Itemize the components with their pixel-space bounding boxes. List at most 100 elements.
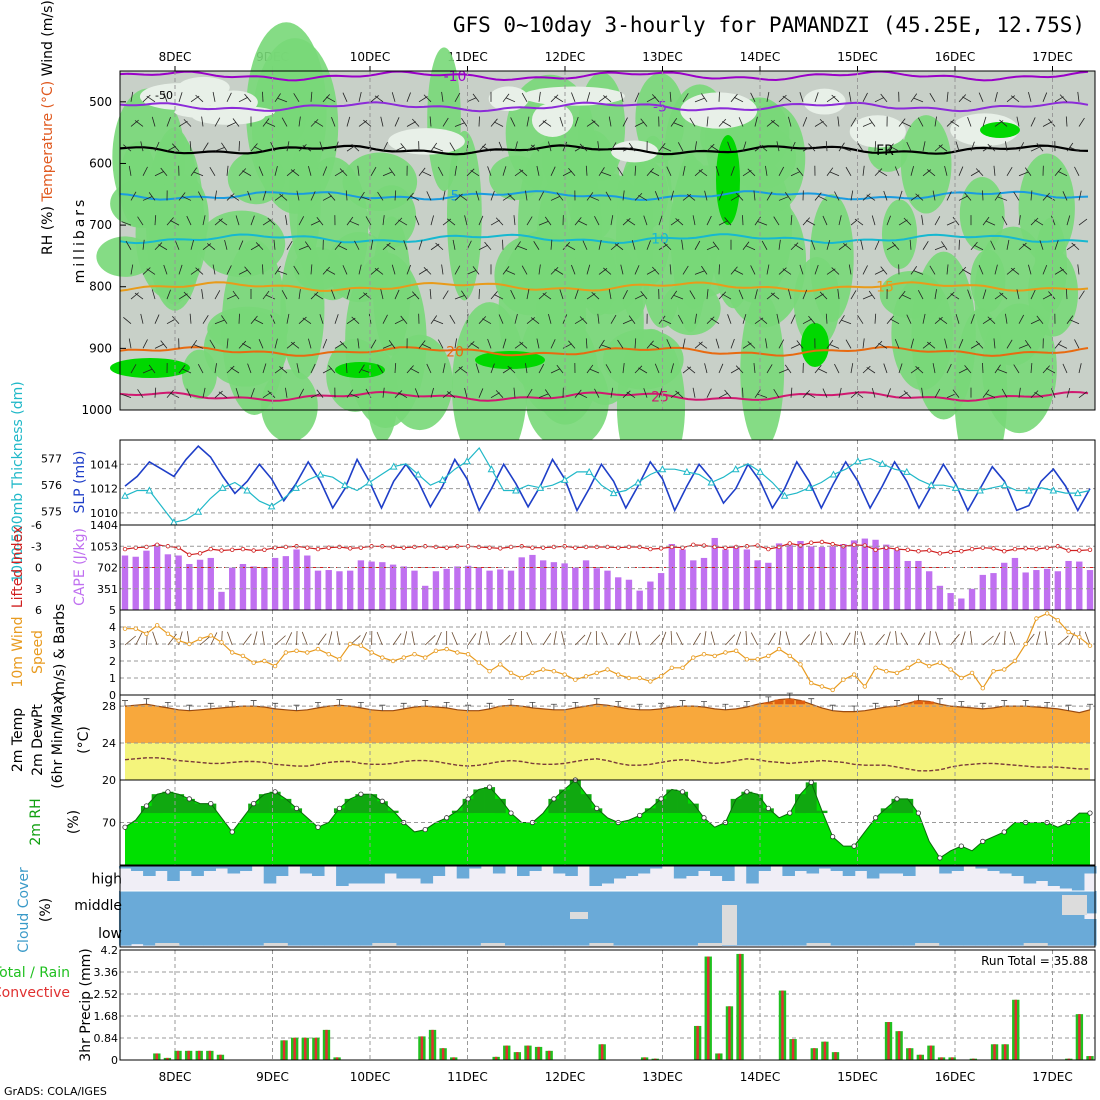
wind-barb [608, 116, 612, 127]
li-tick: -3 [31, 540, 42, 553]
wind-barb [838, 315, 845, 324]
wind-barb [470, 342, 480, 349]
cloud-bar-low [275, 919, 289, 946]
wind-barb [331, 116, 336, 127]
wind-barb [1006, 239, 1010, 250]
wind-barb [421, 171, 432, 177]
cloud-bar-middle [649, 891, 663, 919]
wind-barb [634, 92, 640, 102]
wind-barb [478, 215, 484, 226]
li-marker [337, 544, 342, 550]
wind-barb [277, 97, 288, 103]
wind-barb [526, 317, 536, 325]
thickness-marker [902, 467, 911, 475]
cloud-bar-middle [492, 891, 506, 919]
rh-shade [900, 115, 952, 214]
cloud-bar-low [179, 919, 192, 946]
li-marker [948, 549, 953, 555]
wind-speed-marker [969, 670, 975, 676]
wind-barb [499, 634, 511, 646]
wind-barb [380, 116, 384, 127]
rh-shade [119, 141, 157, 228]
wind-barb [562, 343, 573, 349]
wind-barb [766, 364, 773, 374]
wind-barb [694, 141, 697, 152]
wind-barb [232, 290, 240, 300]
wind-barb [429, 116, 432, 127]
cloud-bar-high [143, 866, 156, 876]
wind-barb [406, 92, 411, 102]
cape-bar [207, 557, 214, 610]
temp-range-bar [336, 699, 343, 706]
wind-barb [790, 171, 801, 177]
wind-barb [598, 268, 608, 275]
thickness-marker [121, 491, 129, 499]
wind-barb [322, 338, 328, 349]
cloud-bar-middle [782, 891, 795, 919]
wind-barb [142, 339, 148, 349]
wind-barb [317, 633, 327, 646]
wind-barb [235, 387, 240, 398]
wind-barb [349, 393, 360, 399]
wind-barb [860, 631, 866, 646]
wind-barb [296, 190, 300, 201]
rh-marker [1001, 829, 1007, 835]
wind-barb [538, 292, 547, 300]
wind-barb [1036, 143, 1044, 152]
cloud-bar-low [480, 919, 494, 946]
rh-marker [915, 810, 922, 816]
wind-barb [759, 316, 768, 325]
wind-barb [285, 215, 288, 226]
wind-barb [1034, 392, 1044, 399]
wind-barb [938, 317, 948, 325]
wind-barb [874, 313, 877, 324]
wind-barb [197, 364, 204, 374]
wind-barb [538, 264, 541, 275]
wind-barb [442, 391, 452, 398]
wind-barb [766, 119, 776, 127]
cloud-bar-middle [890, 891, 904, 919]
wind-barb [594, 388, 600, 398]
cape-bar [239, 563, 247, 610]
temp-range-bar [122, 700, 128, 707]
cloud-bar-high [806, 866, 820, 874]
thickness-marker [487, 465, 496, 473]
wind-barb [874, 340, 883, 349]
wind-barb [238, 313, 240, 324]
wind-barb [1013, 191, 1020, 201]
wind-barb [802, 389, 810, 398]
cloud-bar-high [987, 866, 1001, 871]
cape-bar [518, 557, 525, 610]
wind-barb [328, 192, 336, 201]
wind-barb [316, 389, 324, 398]
temp-range-bar [250, 700, 257, 707]
cape-bar [808, 546, 815, 610]
wind-barb [502, 166, 507, 176]
cloud-bar-middle [444, 891, 458, 919]
precip-conv-bar [420, 1036, 424, 1060]
wind-barb [934, 116, 937, 127]
temp-range-bar [465, 704, 472, 711]
cloud-gap [263, 943, 288, 947]
wind-barb [142, 196, 153, 201]
date-tick-top: 13DEC [642, 50, 682, 64]
li-marker [347, 546, 353, 551]
cape-bar [336, 571, 343, 610]
wind-barb [973, 244, 984, 251]
date-tick-bottom: 8DEC [159, 1070, 192, 1084]
cloud-bar-middle [191, 891, 204, 919]
wind-barb [634, 338, 637, 349]
li-marker [240, 546, 246, 552]
cloud-bar-high [589, 866, 602, 886]
wind-barb [502, 239, 504, 250]
wind-barb [1010, 631, 1016, 646]
wind-speed-marker [637, 675, 642, 681]
thickness-marker [609, 489, 618, 497]
cape-bar [1076, 561, 1083, 610]
wind-speed-marker [1077, 635, 1082, 640]
wind-speed-marker [905, 665, 910, 670]
wind-barb [932, 190, 936, 201]
wind-barb [451, 631, 458, 646]
wind-barb [718, 220, 729, 226]
